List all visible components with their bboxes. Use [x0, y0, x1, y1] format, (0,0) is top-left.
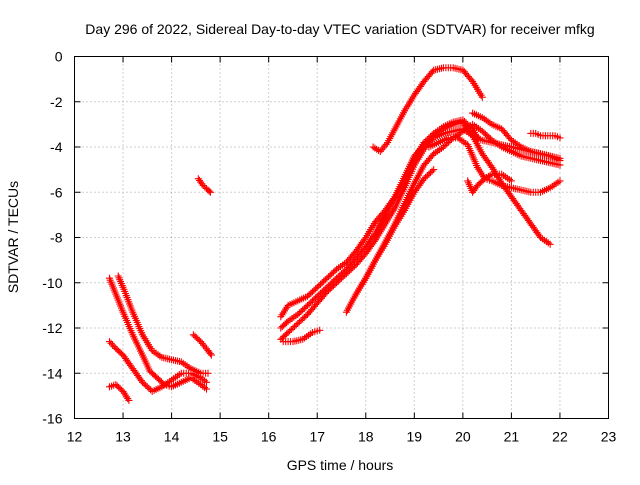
plus-markers: [189, 331, 215, 359]
x-tick-label: 18: [358, 429, 374, 445]
chart-title: Day 296 of 2022, Sidereal Day-to-day VTE…: [85, 21, 594, 37]
x-tick-label: 15: [212, 429, 228, 445]
x-tick-label: 22: [552, 429, 568, 445]
series-track-14: [425, 134, 515, 185]
series-track-2: [106, 338, 210, 395]
series-markers: [114, 272, 212, 377]
plus-markers: [527, 129, 564, 142]
series-markers: [469, 109, 564, 165]
series-markers: [106, 381, 133, 404]
series-track-10: [279, 326, 324, 346]
plus-markers: [114, 272, 212, 377]
y-tick-label: -10: [42, 275, 62, 291]
series-markers: [425, 134, 515, 185]
series-markers: [106, 274, 210, 393]
grid: [74, 56, 609, 419]
x-tick-label: 23: [601, 429, 617, 445]
plus-markers: [425, 134, 515, 185]
y-tick-label: -14: [42, 365, 62, 381]
series-markers: [369, 64, 486, 155]
series-markers: [106, 338, 210, 395]
x-tick-label: 19: [407, 429, 423, 445]
x-tick-label: 21: [504, 429, 520, 445]
series-track-5: [189, 331, 215, 359]
series-markers: [527, 129, 564, 142]
series-track-4: [106, 381, 133, 404]
x-tick-label: 14: [164, 429, 180, 445]
series-track-17: [527, 129, 564, 142]
plus-markers: [106, 338, 210, 395]
x-tick-label: 16: [261, 429, 277, 445]
plus-markers: [352, 120, 564, 298]
y-axis-label: SDTVAR / TECUs: [5, 181, 21, 293]
series-track-6: [194, 175, 214, 196]
series-track-16: [469, 109, 564, 165]
x-tick-label: 12: [67, 429, 83, 445]
plus-markers: [464, 175, 564, 196]
plus-markers: [106, 381, 133, 404]
y-tick-label: -8: [50, 230, 63, 246]
y-tick-label: -4: [50, 139, 63, 155]
plus-markers: [279, 326, 324, 346]
series-layer: [106, 64, 564, 404]
x-tick-label: 17: [309, 429, 325, 445]
series-track-8: [277, 125, 564, 343]
y-tick-label: -12: [42, 320, 62, 336]
x-tick-label: 13: [115, 429, 131, 445]
series-track-13: [369, 64, 486, 155]
plus-markers: [106, 274, 210, 393]
plus-markers: [469, 109, 564, 165]
plus-markers: [194, 175, 214, 196]
series-markers: [194, 175, 214, 196]
series-markers: [352, 120, 564, 298]
y-tick-label: -16: [42, 411, 62, 427]
series-track-3: [114, 272, 212, 377]
y-tick-label: -6: [50, 184, 63, 200]
y-tick-label: 0: [55, 49, 63, 65]
series-path: [192, 334, 212, 356]
x-axis-label: GPS time / hours: [287, 457, 394, 473]
series-markers: [279, 326, 324, 346]
x-axis: 12 13 14 15 16 17 18 19 20 21 22 23: [67, 56, 617, 445]
series-track-15: [464, 175, 564, 196]
plus-markers: [369, 64, 486, 155]
series-markers: [189, 331, 215, 359]
x-tick-label: 20: [455, 429, 471, 445]
series-track-1: [106, 274, 210, 393]
y-axis: 0 -2 -4 -6 -8 -10 -12 -14 -16: [42, 49, 609, 427]
y-tick-label: -2: [50, 94, 63, 110]
series-markers: [464, 175, 564, 196]
